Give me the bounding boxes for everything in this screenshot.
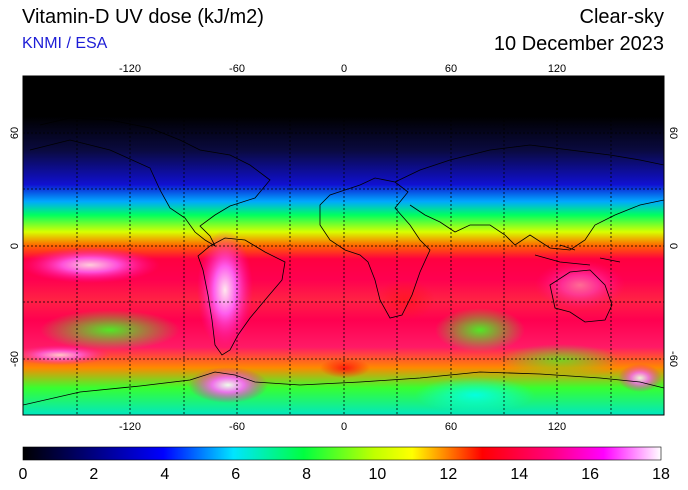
colorbar-tick-label: 14: [510, 466, 528, 483]
coastlines: [23, 117, 664, 406]
andes-high-region: [197, 230, 253, 350]
lon-tick-bottom: -60: [229, 421, 245, 433]
lon-tick-bottom: 60: [445, 421, 457, 433]
lat-tick-left: 0: [9, 243, 21, 249]
colorbar-ticks: 0 2 4 6 8 10 12 14 16 18: [19, 466, 670, 483]
colorbar-tick-label: 0: [19, 466, 28, 483]
colorbar-tick-label: 6: [231, 466, 240, 483]
lon-tick-top: -120: [119, 63, 141, 75]
antarctic-low-region: [415, 377, 535, 413]
australia-coast: [549, 269, 613, 323]
colorbar-tick-label: 16: [581, 466, 599, 483]
southern-ocean-high-band: [23, 345, 110, 365]
lon-tick-bottom: 0: [341, 421, 347, 433]
colorbar-tick-label: 4: [160, 466, 169, 483]
map-frame: [22, 75, 665, 416]
lon-tick-bottom: -120: [119, 421, 141, 433]
colorbar-tick-label: 2: [89, 466, 98, 483]
colorbar-tick-label: 12: [439, 466, 457, 483]
colorbar-tick-label: 10: [369, 466, 387, 483]
colorbar: [22, 446, 662, 461]
south-pacific-low-region: [40, 310, 180, 350]
map-title: Vitamin-D UV dose (kJ/m2): [22, 6, 264, 28]
pacific-high-region: [23, 247, 160, 283]
south-atlantic-high-region: [320, 358, 370, 378]
australia-region: [535, 260, 625, 310]
indonesia-islands: [534, 244, 621, 266]
colorbar-tick-label: 18: [652, 466, 670, 483]
lon-tick-top: -60: [229, 63, 245, 75]
antarctica-coast: [23, 371, 664, 406]
indian-ocean-low-region: [435, 308, 525, 352]
credit-label: KNMI / ESA: [22, 35, 108, 52]
ross-sea-high-region: [618, 364, 662, 392]
sky-condition-label: Clear-sky: [579, 6, 664, 28]
lat-tick-left: -60: [9, 351, 21, 367]
date-label: 10 December 2023: [493, 33, 664, 55]
graticule: [23, 76, 664, 415]
colorbar-tick-label: 8: [302, 466, 311, 483]
lon-tick-top: 60: [445, 63, 457, 75]
north-america-coast: [29, 117, 271, 248]
south-indian-ocean-low-region: [500, 344, 620, 376]
map-field: [23, 76, 664, 415]
lon-tick-top: 120: [548, 63, 566, 75]
lon-tick-bottom: 120: [548, 421, 566, 433]
lat-tick-right: -60: [667, 351, 679, 367]
lat-tick-right: 60: [667, 127, 679, 139]
lat-tick-left: 60: [9, 127, 21, 139]
lat-tick-right: 0: [667, 243, 679, 249]
lon-tick-top: 0: [341, 63, 347, 75]
asia-coast: [394, 144, 664, 251]
europe-africa-coast: [319, 177, 431, 319]
southern-africa-region: [375, 280, 435, 320]
antarctic-peninsula-high-region: [188, 367, 268, 403]
south-america-coast: [197, 237, 286, 356]
